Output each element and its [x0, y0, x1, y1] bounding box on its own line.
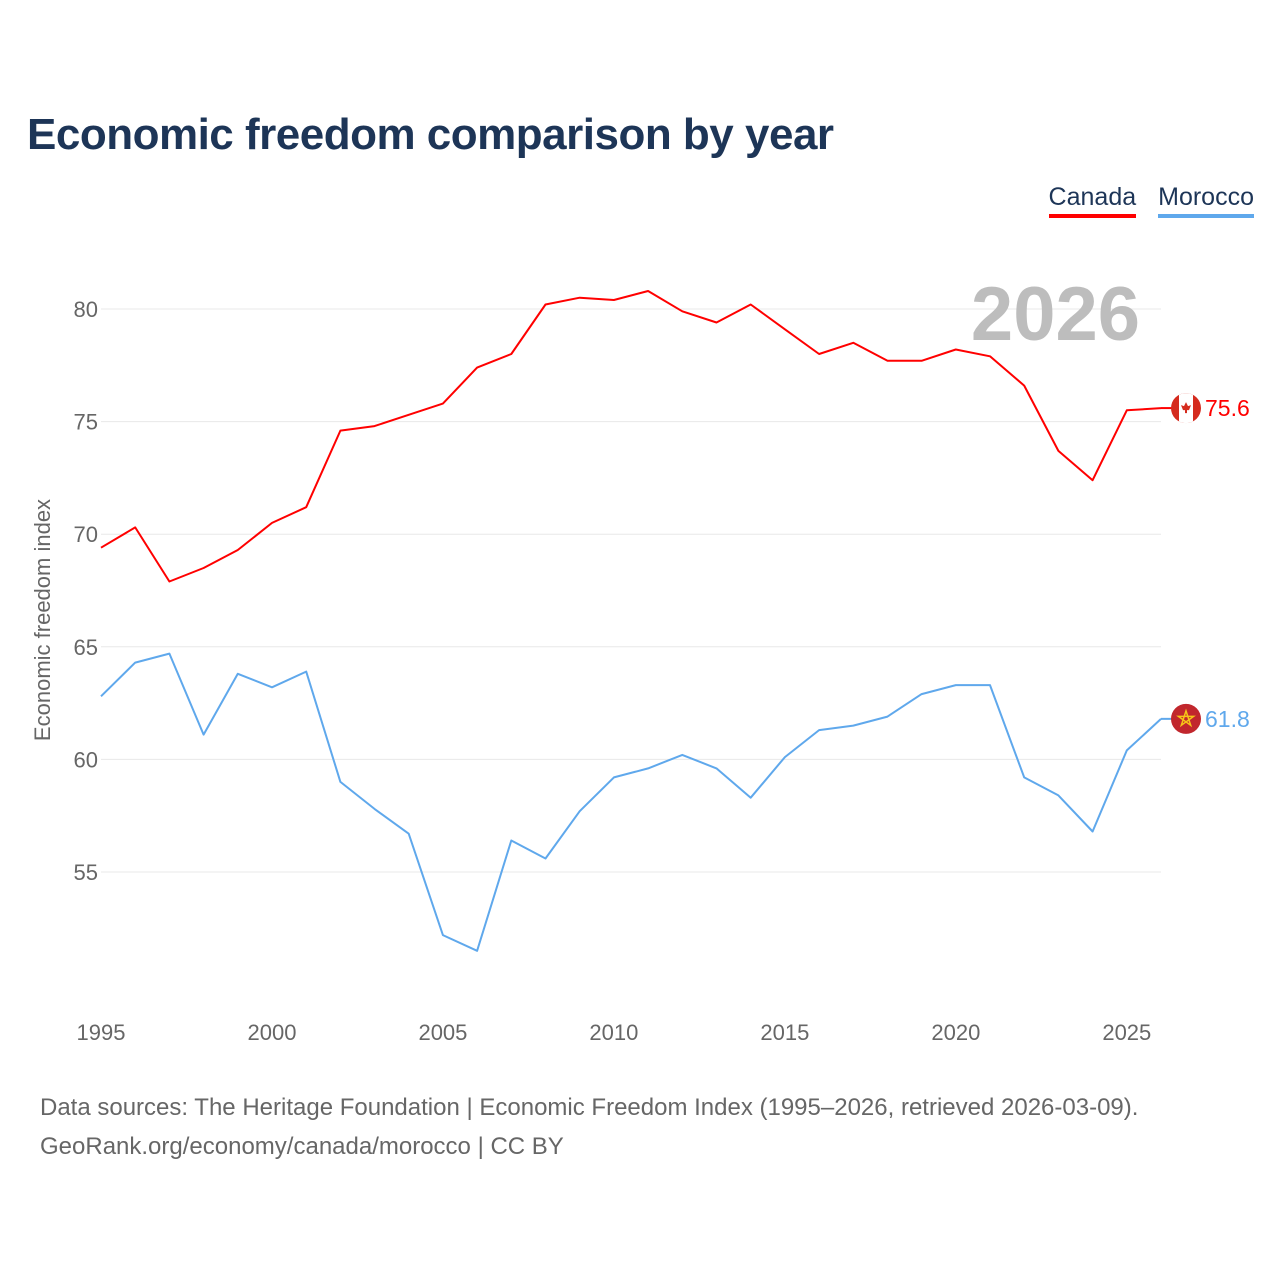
data-point[interactable] — [337, 428, 343, 434]
data-point[interactable] — [1090, 828, 1096, 834]
data-point[interactable] — [850, 340, 856, 346]
data-point[interactable] — [508, 351, 514, 357]
data-point[interactable] — [816, 727, 822, 733]
footer-sources: Data sources: The Heritage Foundation | … — [40, 1094, 1139, 1121]
x-tick-label: 2015 — [760, 1020, 809, 1045]
data-point[interactable] — [235, 671, 241, 677]
data-point[interactable] — [406, 412, 412, 418]
data-point[interactable] — [166, 651, 172, 657]
data-point[interactable] — [303, 504, 309, 510]
data-point[interactable] — [201, 565, 207, 571]
series-line-canada[interactable] — [100, 290, 1162, 583]
data-point[interactable] — [611, 297, 617, 303]
data-point[interactable] — [98, 693, 104, 699]
data-point[interactable] — [406, 831, 412, 837]
x-tick-label: 1995 — [77, 1020, 126, 1045]
legend: Canada Morocco — [1048, 183, 1254, 218]
x-tick-label: 2005 — [418, 1020, 467, 1045]
data-point[interactable] — [132, 524, 138, 530]
data-point[interactable] — [679, 308, 685, 314]
y-tick-label: 60 — [74, 747, 98, 772]
data-point[interactable] — [1055, 448, 1061, 454]
data-point[interactable] — [1124, 407, 1130, 413]
y-tick-label: 70 — [74, 522, 98, 547]
data-point[interactable] — [953, 682, 959, 688]
data-point[interactable] — [884, 358, 890, 364]
data-point[interactable] — [337, 779, 343, 785]
canada-flag-icon — [1171, 393, 1201, 424]
x-tick-label: 2010 — [589, 1020, 638, 1045]
data-point[interactable] — [816, 351, 822, 357]
data-point[interactable] — [987, 353, 993, 359]
data-point[interactable] — [713, 320, 719, 326]
data-point[interactable] — [1124, 747, 1130, 753]
data-point[interactable] — [782, 754, 788, 760]
y-tick-label: 65 — [74, 635, 98, 660]
data-point[interactable] — [201, 732, 207, 738]
data-point[interactable] — [748, 795, 754, 801]
end-value-label: 75.6 — [1205, 395, 1250, 421]
data-point[interactable] — [919, 691, 925, 697]
chart-title: Economic freedom comparison by year — [27, 110, 834, 159]
y-tick-label: 55 — [74, 860, 98, 885]
series-line-morocco[interactable] — [100, 652, 1162, 952]
data-point[interactable] — [303, 669, 309, 675]
data-point[interactable] — [1021, 774, 1027, 780]
data-point[interactable] — [440, 401, 446, 407]
data-point[interactable] — [645, 765, 651, 771]
data-point[interactable] — [1090, 477, 1096, 483]
data-point[interactable] — [611, 774, 617, 780]
end-value-label: 61.8 — [1205, 706, 1250, 732]
data-point[interactable] — [543, 855, 549, 861]
legend-item-morocco[interactable]: Morocco — [1158, 183, 1254, 218]
year-watermark: 2026 — [971, 272, 1140, 357]
data-point[interactable] — [269, 520, 275, 526]
data-point[interactable] — [1055, 792, 1061, 798]
x-tick-label: 2020 — [931, 1020, 980, 1045]
data-point[interactable] — [577, 295, 583, 301]
morocco-flag-icon — [1171, 703, 1201, 734]
data-point[interactable] — [645, 288, 651, 294]
x-tick-label: 2000 — [247, 1020, 296, 1045]
data-point[interactable] — [577, 808, 583, 814]
data-point[interactable] — [440, 932, 446, 938]
data-point[interactable] — [782, 326, 788, 332]
data-point[interactable] — [850, 723, 856, 729]
y-axis-label: Economic freedom index — [30, 499, 55, 741]
legend-item-canada[interactable]: Canada — [1048, 183, 1137, 218]
data-point[interactable] — [919, 358, 925, 364]
data-point[interactable] — [166, 578, 172, 584]
x-tick-label: 2025 — [1102, 1020, 1151, 1045]
data-point[interactable] — [98, 545, 104, 551]
data-point[interactable] — [953, 347, 959, 353]
y-tick-label: 75 — [74, 410, 98, 435]
data-point[interactable] — [372, 423, 378, 429]
data-point[interactable] — [508, 837, 514, 843]
data-point[interactable] — [474, 365, 480, 371]
data-point[interactable] — [372, 806, 378, 812]
data-point[interactable] — [543, 301, 549, 307]
data-point[interactable] — [474, 948, 480, 954]
data-point[interactable] — [987, 682, 993, 688]
data-point[interactable] — [679, 752, 685, 758]
data-point[interactable] — [269, 684, 275, 690]
footer: Data sources: The Heritage Foundation | … — [40, 1088, 1138, 1166]
y-tick-label: 80 — [74, 297, 98, 322]
data-point[interactable] — [235, 547, 241, 553]
data-point[interactable] — [1021, 383, 1027, 389]
data-point[interactable] — [884, 714, 890, 720]
data-point[interactable] — [748, 301, 754, 307]
data-point[interactable] — [713, 765, 719, 771]
data-point[interactable] — [132, 660, 138, 666]
footer-link[interactable]: GeoRank.org/economy/canada/morocco | CC … — [40, 1133, 564, 1160]
